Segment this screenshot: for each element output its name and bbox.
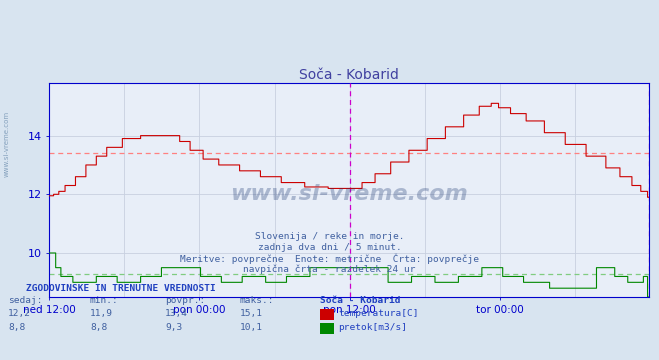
Text: 15,1: 15,1 <box>240 309 263 318</box>
Text: Meritve: povprečne  Enote: metrične  Črta: povprečje: Meritve: povprečne Enote: metrične Črta:… <box>180 254 479 265</box>
Text: www.si-vreme.com: www.si-vreme.com <box>231 184 468 204</box>
Text: ZGODOVINSKE IN TRENUTNE VREDNOSTI: ZGODOVINSKE IN TRENUTNE VREDNOSTI <box>26 284 216 293</box>
Text: 11,9: 11,9 <box>90 309 113 318</box>
Text: povpr.:: povpr.: <box>165 296 205 305</box>
Text: pretok[m3/s]: pretok[m3/s] <box>338 323 407 332</box>
Text: 8,8: 8,8 <box>90 323 107 332</box>
Text: 10,1: 10,1 <box>240 323 263 332</box>
Text: temperatura[C]: temperatura[C] <box>338 309 418 318</box>
Text: Slovenija / reke in morje.: Slovenija / reke in morje. <box>255 232 404 241</box>
Text: navpična črta - razdelek 24 ur: navpična črta - razdelek 24 ur <box>243 265 416 275</box>
Text: 13,4: 13,4 <box>165 309 188 318</box>
Text: 12,2: 12,2 <box>8 309 31 318</box>
Text: min.:: min.: <box>90 296 119 305</box>
Text: sedaj:: sedaj: <box>8 296 42 305</box>
Text: zadnja dva dni / 5 minut.: zadnja dva dni / 5 minut. <box>258 243 401 252</box>
Text: 9,3: 9,3 <box>165 323 183 332</box>
Text: Soča - Kobarid: Soča - Kobarid <box>320 296 401 305</box>
Title: Soča - Kobarid: Soča - Kobarid <box>299 68 399 82</box>
Text: www.si-vreme.com: www.si-vreme.com <box>3 111 10 177</box>
Text: maks.:: maks.: <box>240 296 275 305</box>
Text: 8,8: 8,8 <box>8 323 25 332</box>
